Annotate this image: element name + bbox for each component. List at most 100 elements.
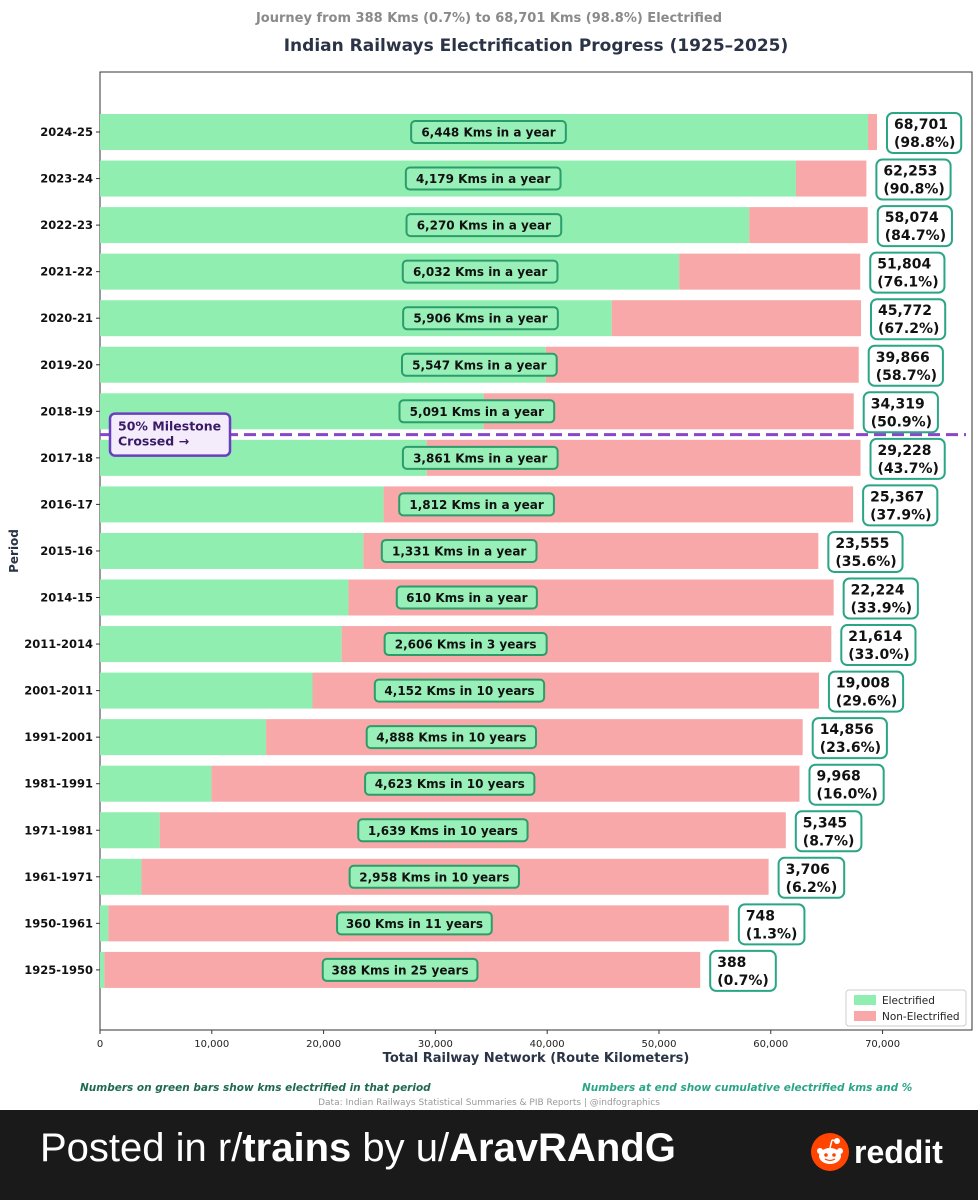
legend-label-electrified: Electrified <box>882 995 935 1007</box>
bar-label-box <box>405 213 563 238</box>
bar-electrified <box>100 951 105 988</box>
y-tick-label: 2021-22 <box>40 265 93 279</box>
end-label-value: 45,772 <box>878 303 932 319</box>
bar-label: 1,639 Kms in 10 years <box>368 824 518 838</box>
end-label-box <box>867 344 944 387</box>
bar-label-box <box>401 259 559 284</box>
bar-label: 5,091 Kms in a year <box>410 405 544 419</box>
end-label-percent: (16.0%) <box>816 787 877 803</box>
bar-electrified <box>100 858 142 895</box>
end-label-percent: (98.8%) <box>894 135 955 151</box>
bar-label-box <box>398 492 555 517</box>
x-tick-label: 0 <box>97 1039 103 1050</box>
end-label-box <box>862 391 939 434</box>
bar-label: 1,331 Kms in a year <box>392 544 526 558</box>
note-left: Numbers on green bars show kms electrifi… <box>80 1082 431 1094</box>
bar-label: 5,906 Kms in a year <box>413 312 547 326</box>
y-tick-label: 2017-18 <box>40 451 93 465</box>
posted-by-text: Posted in r/trains by u/AravRAndG <box>40 1126 676 1171</box>
end-label-percent: (29.6%) <box>836 694 897 710</box>
y-tick-label: 2022-23 <box>40 218 93 232</box>
y-tick-label: 2019-20 <box>40 358 93 372</box>
bar-label-box <box>365 725 537 750</box>
reddit-snoo-icon <box>811 1133 849 1171</box>
y-tick-label: 1925-1950 <box>24 963 93 977</box>
bar-label: 4,152 Kms in 10 years <box>384 684 534 698</box>
end-label-percent: (33.0%) <box>848 647 909 663</box>
end-label-box <box>808 763 885 806</box>
end-label-box <box>840 624 917 667</box>
end-label-percent: (8.7%) <box>803 833 855 849</box>
end-label-box <box>709 949 777 992</box>
bar-label: 2,606 Kms in 3 years <box>395 638 537 652</box>
end-label-value: 25,367 <box>870 489 924 505</box>
y-tick-label: 1991-2001 <box>24 730 93 744</box>
bar-label-box <box>373 678 546 703</box>
end-label-value: 14,856 <box>820 722 874 738</box>
end-label-value: 39,866 <box>876 350 930 366</box>
end-label-box <box>875 158 952 201</box>
user-link[interactable]: AravRAndG <box>449 1126 676 1170</box>
bar-label: 6,032 Kms in a year <box>413 265 547 279</box>
end-label-box <box>794 810 863 853</box>
y-tick-label: 2020-21 <box>40 311 93 325</box>
legend-swatch-electrified <box>854 995 876 1005</box>
bar-electrified <box>100 905 109 942</box>
bar-label: 388 Kms in 25 years <box>332 963 469 977</box>
y-tick-label: 2001-2011 <box>24 684 93 698</box>
x-tick-label: 40,000 <box>530 1039 565 1050</box>
end-label-value: 62,253 <box>883 164 937 180</box>
bar-label-box <box>380 538 538 563</box>
end-label-box <box>862 484 939 527</box>
bar-electrified <box>100 486 384 523</box>
chart-title: Indian Railways Electrification Progress… <box>284 36 789 56</box>
end-label-percent: (90.8%) <box>883 182 944 198</box>
y-tick-label: 1971-1981 <box>24 823 93 837</box>
bar-non-electrified <box>868 114 877 150</box>
x-axis-label: Total Railway Network (Route Kilometers) <box>383 1051 690 1066</box>
end-label-percent: (0.7%) <box>717 973 769 989</box>
bar-electrified <box>100 672 313 709</box>
milestone-label-line2: Crossed → <box>118 434 189 449</box>
y-axis-label: Period <box>7 529 21 573</box>
bar-label-box <box>401 352 558 377</box>
end-label-value: 5,345 <box>803 815 847 831</box>
bar-label-box <box>383 632 548 657</box>
y-tick-label: 2023-24 <box>40 172 93 186</box>
end-label-percent: (76.1%) <box>877 275 938 291</box>
end-label-value: 51,804 <box>877 257 931 273</box>
end-label-percent: (1.3%) <box>746 926 798 942</box>
y-tick-label: 1961-1971 <box>24 870 93 884</box>
end-label-percent: (35.6%) <box>835 554 896 570</box>
bar-electrified <box>100 626 342 663</box>
bar-electrified <box>100 253 680 290</box>
bar-label-box <box>336 911 493 936</box>
bar-label-box <box>357 818 529 843</box>
bar-label: 610 Kms in a year <box>406 591 528 605</box>
bar-electrified <box>100 719 267 756</box>
end-label-box <box>869 251 946 294</box>
end-label-box <box>827 670 905 713</box>
bar-label-box <box>410 120 567 144</box>
bar-non-electrified <box>611 300 862 337</box>
reddit-footer: Posted in r/trains by u/AravRAndG reddit <box>0 1110 978 1200</box>
end-label-percent: (6.2%) <box>786 880 838 896</box>
bar-label-box <box>401 445 559 470</box>
bar-non-electrified <box>679 253 861 290</box>
subreddit-link[interactable]: trains <box>242 1126 352 1170</box>
y-tick-label: 2015-16 <box>40 544 93 558</box>
x-tick-label: 60,000 <box>753 1039 788 1050</box>
bar-label-box <box>364 771 536 796</box>
bar-label-box <box>348 864 520 889</box>
legend-swatch-non-electrified <box>854 1011 876 1021</box>
y-tick-label: 2014-15 <box>40 591 93 605</box>
bar-label: 3,861 Kms in a year <box>413 451 547 465</box>
y-tick-label: 1981-1991 <box>24 777 93 791</box>
end-label-box <box>737 903 806 946</box>
end-label-value: 34,319 <box>871 396 925 412</box>
bar-label-box <box>398 399 556 424</box>
bar-non-electrified <box>795 160 867 197</box>
bar-label-box <box>395 585 538 610</box>
end-label-percent: (50.9%) <box>871 414 932 430</box>
x-tick-label: 50,000 <box>641 1039 676 1050</box>
